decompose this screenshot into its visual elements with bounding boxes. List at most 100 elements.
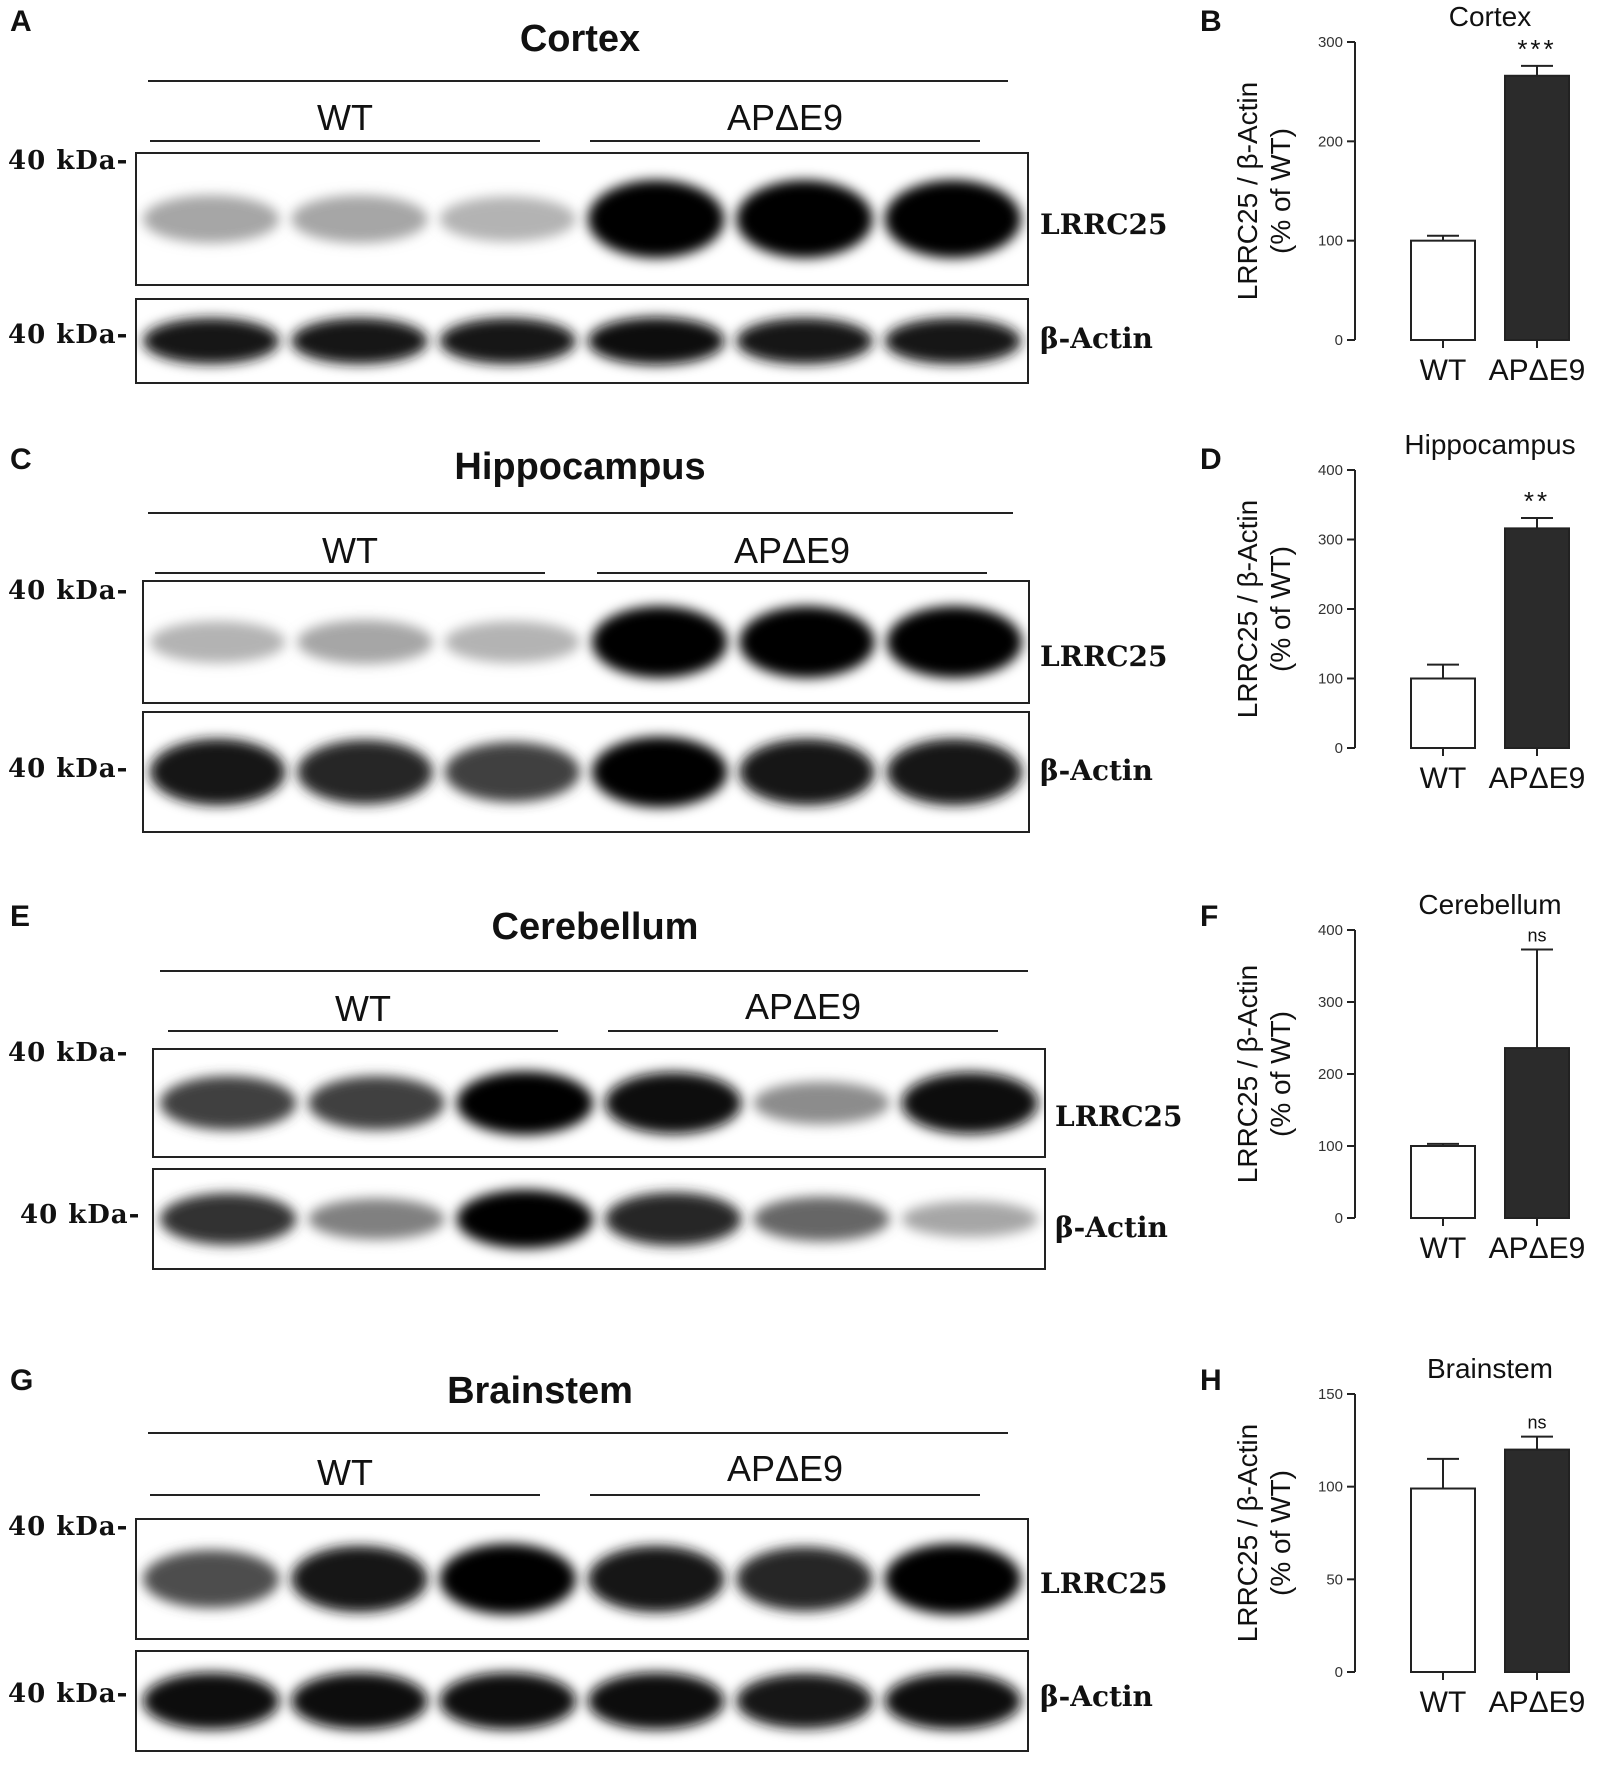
actin-bands: [142, 317, 1022, 365]
x-tick-label: WT: [1420, 354, 1467, 387]
lrrc25-blot: [135, 1518, 1029, 1640]
blot-title: Cerebellum: [491, 906, 699, 948]
blot-band: [297, 620, 433, 664]
blot-title: Brainstem: [447, 1370, 633, 1412]
blot-band: [439, 1672, 577, 1730]
wt-underline: [150, 1494, 540, 1496]
group-label-wt: WT: [317, 97, 373, 138]
blot-band: [291, 1672, 428, 1730]
y-tick-label: 100: [1318, 1479, 1343, 1496]
y-tick-label: 100: [1318, 1138, 1343, 1155]
apde9-underline: [590, 1494, 980, 1496]
actin-bands: [142, 1672, 1022, 1730]
x-tick-label: APΔE9: [1489, 1686, 1586, 1719]
apde9-underline: [597, 572, 987, 574]
bar-chart-cortex: Cortex LRRC25 / β-Actin (% of WT) 0 100 200 30…: [1232, 1, 1585, 387]
y-tick-label: 300: [1318, 994, 1343, 1011]
actin-blot: [135, 1650, 1029, 1752]
y-tick-label: 150: [1318, 1386, 1343, 1403]
blot-band: [149, 738, 286, 806]
panel-letter-e: E: [10, 900, 31, 933]
y-axis-label-unit: (% of WT): [1265, 1011, 1296, 1137]
blot-band: [884, 317, 1022, 365]
blot-band: [736, 1546, 873, 1612]
apde9-underline: [608, 1030, 998, 1032]
y-tick-label: 300: [1318, 532, 1343, 549]
chart-title: Cortex: [1449, 1, 1531, 32]
y-tick-label: 0: [1335, 1664, 1343, 1681]
blot-name-lrrc25: LRRC25: [1055, 1100, 1183, 1133]
bar-apde9: [1504, 1448, 1570, 1673]
group-label-apde9: APΔE9: [733, 530, 851, 571]
group-label-wt: WT: [335, 988, 391, 1029]
actin-bands: [149, 736, 1023, 808]
panel-letter-a: A: [10, 5, 32, 38]
panel-letter-d: D: [1200, 443, 1222, 476]
group-label-apde9: APΔE9: [726, 97, 844, 138]
blot-band: [159, 1193, 297, 1245]
kda-marker-top: 40 kDa-: [8, 576, 129, 606]
y-tick-label: 100: [1318, 671, 1343, 688]
x-tick-label: WT: [1420, 762, 1467, 795]
wt-underline: [150, 140, 540, 142]
actin-blot: [152, 1168, 1046, 1270]
blot-band: [591, 606, 728, 678]
y-tick-label: 300: [1318, 34, 1343, 51]
group-label-apde9: APΔE9: [744, 986, 862, 1027]
chart-title: Brainstem: [1427, 1353, 1553, 1384]
blot-band: [439, 1543, 577, 1615]
panel-row-cerebellum: E Cerebellum WT APΔE9 40 kDa- LRRC25 40 …: [0, 888, 1604, 1328]
blot-band: [901, 1201, 1039, 1237]
bar-apde9: [1504, 1047, 1570, 1219]
blot-band: [591, 736, 728, 808]
bar-chart-hippocampus: Hippocampus LRRC25 / β-Actin (% of WT) 0 100…: [1232, 429, 1585, 795]
panel-letter-c: C: [10, 443, 32, 476]
y-tick-label: 0: [1335, 1210, 1343, 1227]
blot-title: Hippocampus: [454, 446, 706, 488]
blot-band: [587, 1545, 725, 1613]
y-axis-label-unit: (% of WT): [1265, 546, 1296, 672]
blot-band: [736, 1673, 873, 1729]
y-axis-label-unit: (% of WT): [1265, 128, 1296, 254]
group-label-apde9: APΔE9: [726, 1448, 844, 1489]
lrrc25-bands: [149, 606, 1023, 678]
lrrc25-blot: [142, 580, 1030, 704]
blot-band: [604, 1192, 742, 1246]
lrrc25-bands: [142, 1543, 1022, 1615]
actin-blot: [135, 298, 1029, 384]
actin-blot: [142, 711, 1030, 833]
blot-band: [439, 317, 577, 365]
lrrc25-blot: [135, 152, 1029, 286]
bar-wt: [1410, 677, 1476, 749]
bar-wt: [1410, 239, 1476, 342]
kda-marker-bottom: 40 kDa-: [8, 1679, 129, 1709]
blot-band: [142, 1672, 280, 1730]
y-tick-label: 100: [1318, 233, 1343, 250]
title-underline: [148, 512, 1013, 514]
x-tick-label: WT: [1420, 1686, 1467, 1719]
panel-letter-h: H: [1200, 1364, 1222, 1397]
blot-band: [587, 317, 725, 365]
bar-wt: [1410, 1145, 1476, 1219]
blot-band: [739, 606, 875, 678]
y-tick-label: 0: [1335, 740, 1343, 757]
y-tick-label: 400: [1318, 462, 1343, 479]
y-axis-label: LRRC25 / β-Actin: [1232, 500, 1263, 718]
title-underline: [160, 970, 1028, 972]
wt-underline: [168, 1030, 558, 1032]
blot-title: Cortex: [519, 18, 641, 60]
blot-band: [739, 738, 875, 806]
y-tick-label: 200: [1318, 601, 1343, 618]
y-axis-label-unit: (% of WT): [1265, 1470, 1296, 1596]
blot-band: [884, 1672, 1022, 1730]
blot-band: [456, 1189, 594, 1249]
blot-name-lrrc25: LRRC25: [1040, 1567, 1168, 1600]
y-axis-label: LRRC25 / β-Actin: [1232, 1424, 1263, 1642]
chart-title: Cerebellum: [1418, 889, 1561, 920]
chart-title: Hippocampus: [1404, 429, 1575, 460]
significance-label: ns: [1527, 925, 1546, 945]
panel-letter-g: G: [10, 1364, 34, 1397]
kda-marker-top: 40 kDa-: [8, 146, 129, 176]
title-underline: [148, 1432, 1008, 1434]
blot-band: [886, 738, 1023, 806]
